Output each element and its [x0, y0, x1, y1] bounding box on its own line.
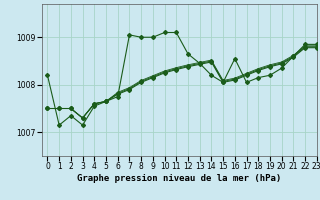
- X-axis label: Graphe pression niveau de la mer (hPa): Graphe pression niveau de la mer (hPa): [77, 174, 281, 183]
